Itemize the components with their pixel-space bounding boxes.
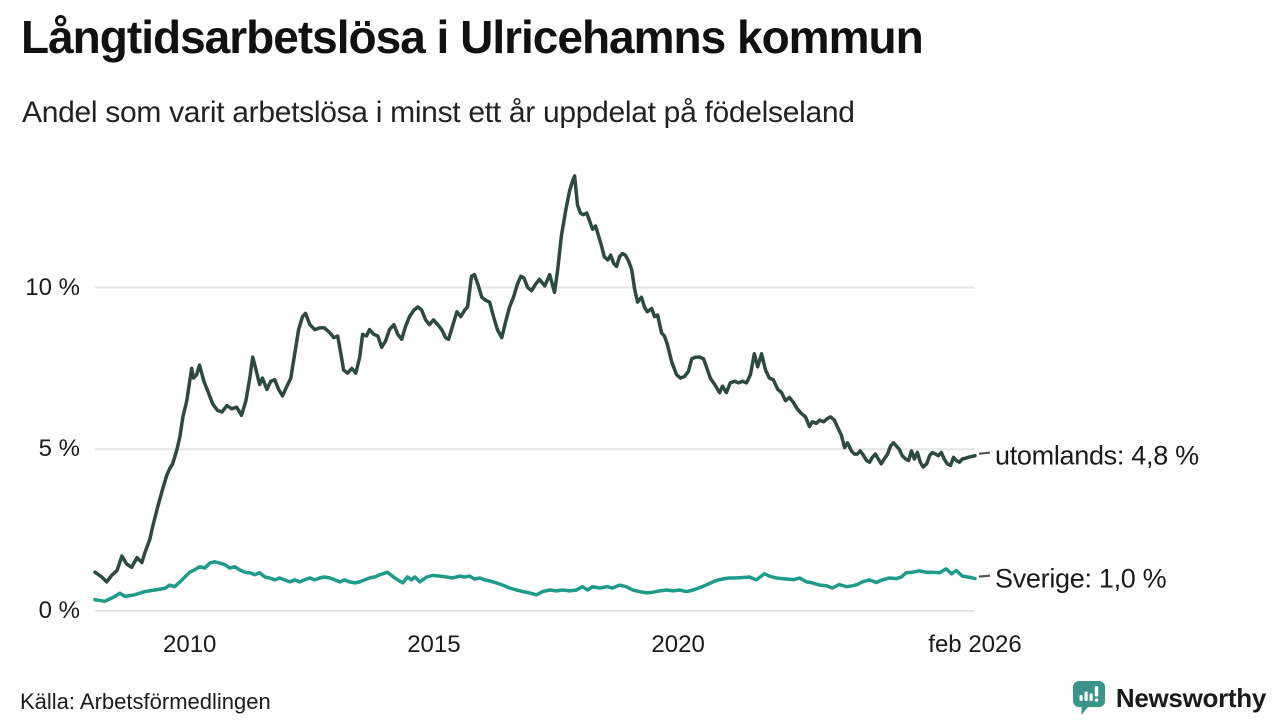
newsworthy-wordmark: Newsworthy (1115, 682, 1266, 713)
newsworthy-logo: Newsworthy (1071, 679, 1266, 717)
x-axis-tick-label: 2020 (651, 631, 705, 658)
y-axis-tick-label: 10 % (25, 273, 80, 301)
x-axis-tick-label: feb 2026 (928, 631, 1022, 658)
newsworthy-speech-bubble-icon (1071, 679, 1107, 717)
y-axis-tick-label: 5 % (38, 435, 80, 463)
page-subtitle: Andel som varit arbetslösa i minst ett å… (22, 96, 855, 129)
y-axis-tick-label: 0 % (38, 597, 80, 624)
label-connector-dash (978, 574, 991, 578)
series-end-label-utomlands: utomlands: 4,8 % (995, 440, 1199, 471)
x-axis-tick-label: 2015 (407, 631, 461, 658)
series-end-label-sverige: Sverige: 1,0 % (995, 563, 1167, 594)
series-line-sverige (93, 560, 977, 604)
label-connector-dash (978, 451, 991, 455)
series-line-utomlands (93, 174, 977, 584)
page-title: Långtidsarbetslösa i Ulricehamns kommun (21, 11, 924, 63)
source-note: Källa: Arbetsförmedlingen (20, 689, 271, 714)
x-axis-tick-label: 2010 (162, 631, 217, 658)
